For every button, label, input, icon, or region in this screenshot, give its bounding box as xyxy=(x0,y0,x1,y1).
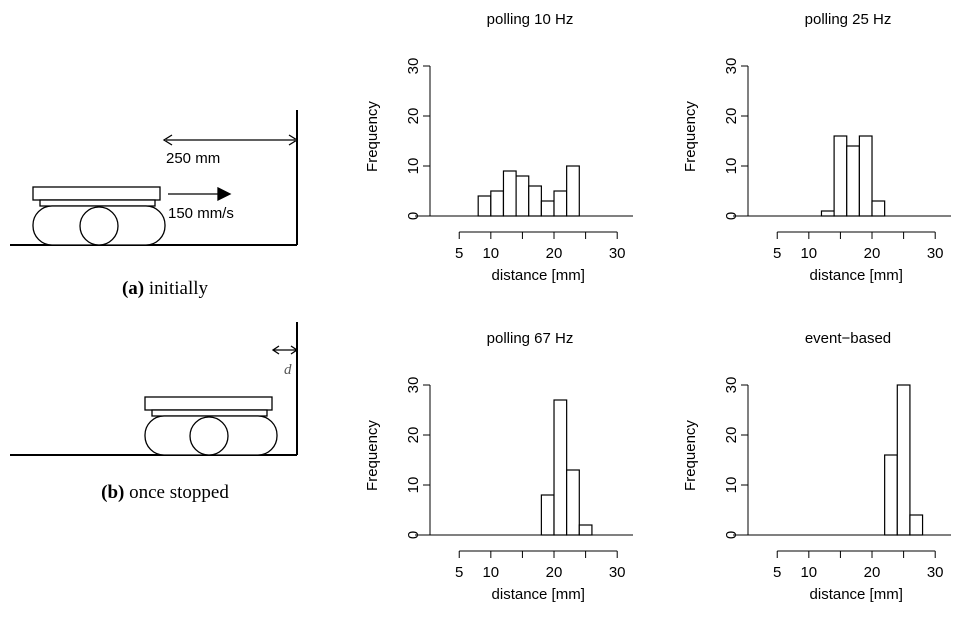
bar xyxy=(566,165,580,217)
y-tick-label: 20 xyxy=(405,108,422,125)
bar xyxy=(896,384,911,536)
bar xyxy=(871,200,886,217)
histogram-panel: polling 67 Hz 0 10 20 30 Frequency 5 10 20 30 dist… xyxy=(364,330,633,603)
y-tick-label: 0 xyxy=(405,531,422,539)
caption-label: (a) xyxy=(122,278,144,299)
diagram-b xyxy=(10,322,299,456)
x-tick-label: 20 xyxy=(546,245,563,262)
y-tick-label: 20 xyxy=(405,427,422,444)
diagram-a xyxy=(10,110,299,246)
x-tick-label: 30 xyxy=(609,245,626,262)
x-tick-label: 30 xyxy=(927,564,944,581)
chart-title: polling 67 Hz xyxy=(487,330,574,347)
bar xyxy=(846,145,860,217)
y-tick-label: 0 xyxy=(405,212,422,220)
y-tick-label: 30 xyxy=(723,58,740,75)
chart-title: event−based xyxy=(805,330,891,347)
bar xyxy=(909,514,924,536)
chart-title: polling 25 Hz xyxy=(805,11,892,28)
cart-mid xyxy=(151,409,268,417)
cart-top xyxy=(32,186,161,201)
bar xyxy=(528,185,542,217)
x-tick-label: 10 xyxy=(800,564,817,581)
x-axis-label: distance [mm] xyxy=(810,586,903,603)
y-axis-label: Frequency xyxy=(364,420,381,491)
caption-text: initially xyxy=(149,278,209,299)
x-tick-label: 5 xyxy=(773,564,781,581)
cart-mid xyxy=(39,199,156,207)
y-tick-label: 30 xyxy=(723,377,740,394)
x-tick-label: 10 xyxy=(800,245,817,262)
histogram-panel: polling 10 Hz 0 10 20 30 Frequency 5 10 20 30 dist… xyxy=(364,11,633,284)
bar xyxy=(578,524,593,536)
x-tick-label: 20 xyxy=(864,564,881,581)
bar xyxy=(553,399,568,536)
y-tick-label: 10 xyxy=(723,158,740,175)
x-tick-label: 5 xyxy=(773,245,781,262)
speed-label: 150 mm/s xyxy=(168,205,234,222)
x-tick-label: 20 xyxy=(864,245,881,262)
bar xyxy=(858,135,873,217)
bar xyxy=(540,200,555,217)
bar xyxy=(566,469,580,536)
x-tick-label: 30 xyxy=(609,564,626,581)
y-tick-label: 30 xyxy=(405,377,422,394)
x-tick-label: 5 xyxy=(455,564,463,581)
x-axis-label: distance [mm] xyxy=(810,267,903,284)
bar xyxy=(515,175,530,217)
y-tick-label: 10 xyxy=(723,477,740,494)
x-tick-label: 30 xyxy=(927,245,944,262)
gap-label: d xyxy=(284,362,292,378)
y-tick-label: 20 xyxy=(723,108,740,125)
arrow-heads xyxy=(271,345,299,355)
distance-label: 250 mm xyxy=(166,150,220,167)
histogram-panel: event−based 0 10 20 30 Frequency 5 10 20 30 distan… xyxy=(682,330,951,603)
x-tick-label: 20 xyxy=(546,564,563,581)
x-axis-label: distance [mm] xyxy=(492,267,585,284)
y-axis-label: Frequency xyxy=(682,420,699,491)
y-tick-label: 10 xyxy=(405,158,422,175)
y-tick-label: 10 xyxy=(405,477,422,494)
x-axis-label: distance [mm] xyxy=(492,586,585,603)
cart-top xyxy=(144,396,273,411)
histogram-panel: polling 25 Hz 0 10 20 30 Frequency 5 10 20 30 dist… xyxy=(682,11,951,284)
y-tick-label: 0 xyxy=(723,531,740,539)
caption-text: once stopped xyxy=(129,482,229,503)
x-tick-label: 10 xyxy=(482,245,499,262)
y-tick-label: 0 xyxy=(723,212,740,220)
bar xyxy=(502,170,517,217)
bar xyxy=(820,210,835,217)
bar xyxy=(553,190,568,217)
y-tick-label: 30 xyxy=(405,58,422,75)
y-axis-label: Frequency xyxy=(364,101,381,172)
arrow-heads xyxy=(162,134,299,146)
bar xyxy=(833,135,848,217)
caption-a: (a) initially xyxy=(122,278,209,299)
y-tick-label: 20 xyxy=(723,427,740,444)
bar xyxy=(884,454,898,536)
x-tick-label: 10 xyxy=(482,564,499,581)
bar xyxy=(540,494,555,536)
y-axis-label: Frequency xyxy=(682,101,699,172)
wheel xyxy=(79,206,119,246)
caption-b: (b) once stopped xyxy=(101,482,229,503)
bar xyxy=(490,190,505,217)
wheel xyxy=(189,416,229,456)
bar xyxy=(477,195,492,217)
x-tick-label: 5 xyxy=(455,245,463,262)
caption-label: (b) xyxy=(101,482,124,503)
arrow-head xyxy=(217,186,232,202)
chart-title: polling 10 Hz xyxy=(487,11,574,28)
